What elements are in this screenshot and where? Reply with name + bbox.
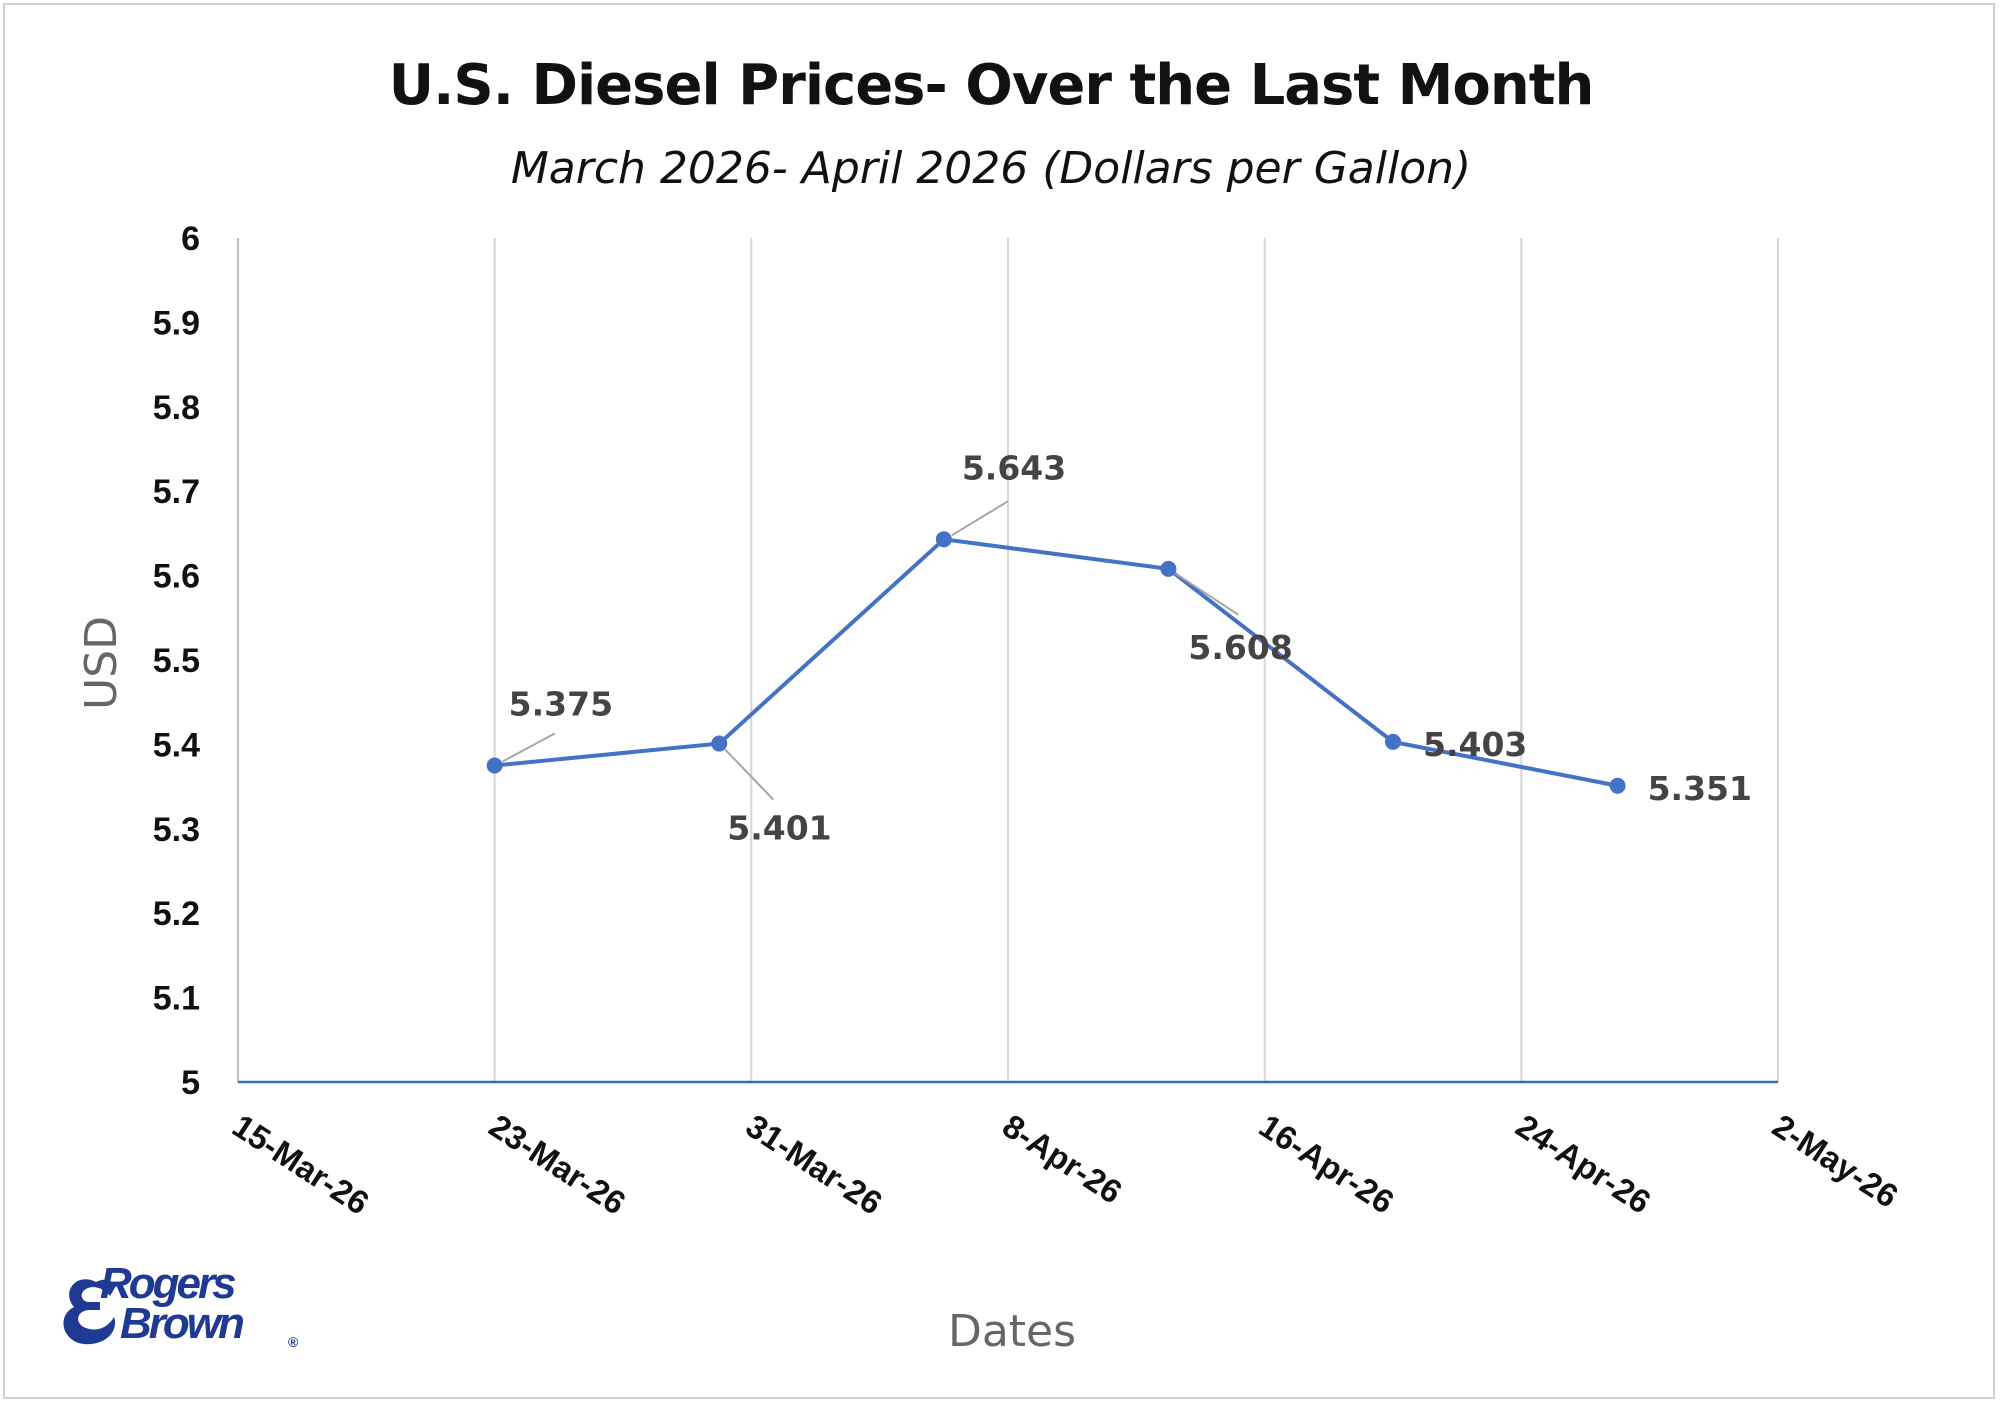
x-tick-label: 23-Mar-26 xyxy=(483,1107,632,1222)
chart-subtitle: March 2026- April 2026 (Dollars per Gall… xyxy=(510,143,1472,194)
data-label-leader xyxy=(951,500,1009,537)
data-point-marker xyxy=(935,531,952,548)
x-tick-label: 31-Mar-26 xyxy=(740,1107,889,1222)
data-label: 5.403 xyxy=(1423,725,1527,764)
y-tick-label: 5.9 xyxy=(153,304,200,342)
data-label: 5.401 xyxy=(727,809,831,848)
chart-title: U.S. Diesel Prices- Over the Last Month xyxy=(388,53,1595,118)
data-label-leader xyxy=(724,748,774,801)
x-tick-label: 16-Apr-26 xyxy=(1253,1107,1401,1221)
data-label: 5.351 xyxy=(1648,769,1752,808)
data-point-marker xyxy=(1609,777,1626,794)
logo-registered-mark: ® xyxy=(288,1334,299,1350)
data-label: 5.375 xyxy=(509,685,613,724)
x-tick-label: 2-May-26 xyxy=(1766,1107,1905,1215)
y-tick-label: 5.5 xyxy=(153,642,200,680)
data-point-marker xyxy=(1385,733,1401,750)
y-tick-label: 5.7 xyxy=(153,473,200,511)
x-tick-label: 15-Mar-26 xyxy=(226,1107,375,1222)
y-tick-label: 5 xyxy=(181,1064,200,1102)
data-point-marker xyxy=(486,757,503,774)
y-tick-label: 5.4 xyxy=(153,726,200,764)
ampersand-logo-mark xyxy=(63,1279,116,1345)
y-tick-label: 6 xyxy=(181,220,200,258)
x-tick-label: 8-Apr-26 xyxy=(996,1107,1128,1211)
data-label-leader xyxy=(1173,572,1239,616)
x-tick-label: 24-Apr-26 xyxy=(1510,1107,1658,1221)
data-label-leader xyxy=(502,732,556,763)
x-axis-title: Dates xyxy=(948,1306,1076,1357)
data-point-marker xyxy=(1160,560,1177,577)
y-axis-title: USD xyxy=(76,616,127,710)
series-line xyxy=(494,537,1618,788)
logo-line-2: Brown xyxy=(120,1299,245,1348)
y-tick-label: 5.8 xyxy=(153,389,200,427)
y-tick-label: 5.6 xyxy=(153,558,200,596)
y-tick-label: 5.2 xyxy=(153,895,200,933)
rogers-brown-logo: Rogers Brown ® xyxy=(56,1262,316,1352)
chart-frame: U.S. Diesel Prices- Over the Last Month … xyxy=(3,3,1995,1399)
data-label: 5.643 xyxy=(962,448,1066,487)
data-point-marker xyxy=(711,735,728,752)
logo-line-1: Rogers xyxy=(100,1259,237,1308)
data-label: 5.608 xyxy=(1188,628,1292,667)
y-tick-label: 5.3 xyxy=(153,811,200,849)
y-tick-label: 5.1 xyxy=(153,980,200,1018)
